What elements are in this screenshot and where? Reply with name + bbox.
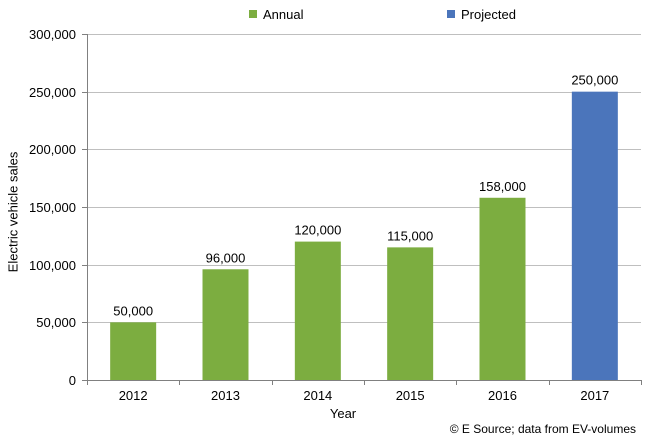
data-label-2015: 115,000 <box>387 228 433 243</box>
y-axis-title: Electric vehicle sales <box>5 151 21 273</box>
y-tick-label: 200,000 <box>29 142 76 157</box>
y-tick-label: 300,000 <box>29 27 76 42</box>
x-tick-label: 2016 <box>488 388 517 403</box>
y-axis-tick-labels: 0 50,000 100,000 150,000 200,000 250,000 300,0… <box>29 27 76 388</box>
x-axis-title: Year <box>329 406 357 421</box>
bar-2015 <box>387 247 434 380</box>
y-tick-label: 50,000 <box>36 315 76 330</box>
x-tick-label: 2014 <box>303 388 332 403</box>
y-tick-label: 100,000 <box>29 258 76 273</box>
bar-2012 <box>110 322 157 380</box>
axes <box>82 34 642 385</box>
data-label-2012: 50,000 <box>113 303 153 318</box>
data-label-2017: 250,000 <box>571 73 618 88</box>
legend-swatch-annual <box>249 10 257 18</box>
legend-item-annual: Annual <box>249 5 303 23</box>
bars <box>110 91 618 381</box>
gridlines <box>87 34 641 323</box>
data-label-2016: 158,000 <box>479 179 526 194</box>
legend-label-annual: Annual <box>263 6 304 22</box>
y-tick-label: 0 <box>69 373 76 388</box>
legend-swatch-projected <box>447 10 455 18</box>
x-axis-tick-labels: 2012 2013 2014 2015 2016 2017 <box>119 388 610 403</box>
data-label-2014: 120,000 <box>294 223 341 238</box>
bar-2016 <box>479 197 526 380</box>
bar-2013 <box>202 269 249 380</box>
x-tick-label: 2012 <box>119 388 148 403</box>
y-tick-label: 150,000 <box>29 200 76 215</box>
x-tick-label: 2013 <box>211 388 240 403</box>
source-credit: © E Source; data from EV-volumes <box>449 422 636 436</box>
y-tick-label: 250,000 <box>29 85 76 100</box>
x-tick-label: 2015 <box>396 388 425 403</box>
bar-2017 <box>571 91 618 381</box>
data-labels: 50,000 96,000 120,000 115,000 158,000 250,000 <box>113 73 618 319</box>
x-tick-label: 2017 <box>580 388 609 403</box>
legend-label-projected: Projected <box>461 6 516 22</box>
data-label-2013: 96,000 <box>206 250 246 265</box>
bar-2014 <box>294 241 341 380</box>
legend-item-projected: Projected <box>447 5 516 23</box>
